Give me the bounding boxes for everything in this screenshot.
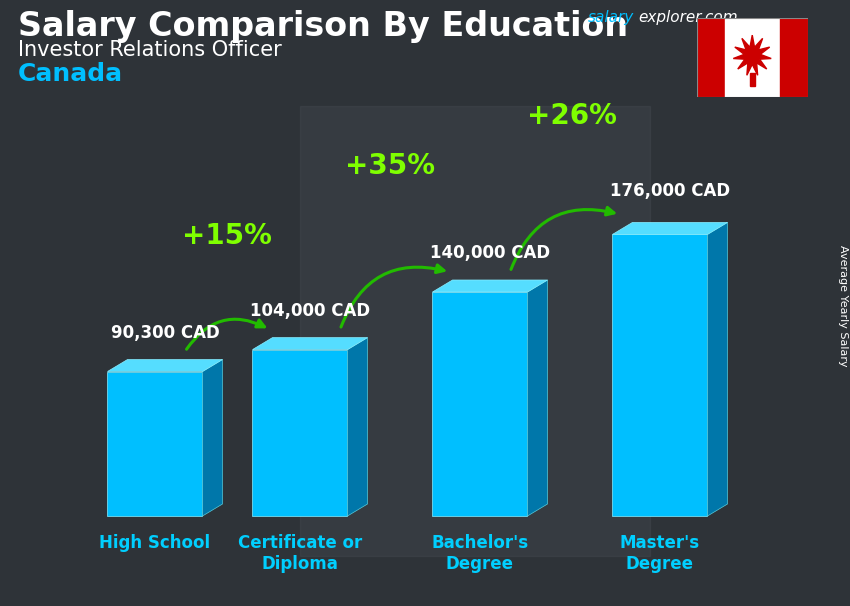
Polygon shape: [433, 292, 528, 516]
Text: 104,000 CAD: 104,000 CAD: [250, 302, 370, 319]
FancyArrowPatch shape: [511, 207, 614, 270]
Polygon shape: [252, 350, 348, 516]
FancyArrowPatch shape: [341, 265, 444, 327]
Text: High School: High School: [99, 534, 211, 552]
Text: Canada: Canada: [18, 62, 123, 86]
FancyArrowPatch shape: [186, 319, 264, 349]
Polygon shape: [707, 222, 728, 516]
Text: +15%: +15%: [182, 222, 272, 250]
Bar: [724, 18, 779, 97]
Bar: [300, 106, 650, 556]
Polygon shape: [252, 338, 367, 350]
Polygon shape: [107, 371, 202, 516]
Polygon shape: [613, 222, 728, 235]
Text: +35%: +35%: [345, 152, 435, 180]
Text: Certificate or
Diploma: Certificate or Diploma: [238, 534, 362, 573]
Text: Average Yearly Salary: Average Yearly Salary: [838, 245, 848, 367]
Text: explorer.com: explorer.com: [638, 10, 738, 25]
Text: 140,000 CAD: 140,000 CAD: [430, 244, 550, 262]
Polygon shape: [613, 235, 707, 516]
Text: 176,000 CAD: 176,000 CAD: [610, 182, 730, 201]
Text: +26%: +26%: [527, 102, 617, 130]
Bar: [779, 18, 808, 97]
Polygon shape: [433, 280, 547, 292]
Polygon shape: [348, 338, 367, 516]
Text: Investor Relations Officer: Investor Relations Officer: [18, 40, 281, 60]
Text: salary: salary: [588, 10, 634, 25]
Polygon shape: [202, 359, 223, 516]
Text: Master's
Degree: Master's Degree: [620, 534, 700, 573]
Text: Bachelor's
Degree: Bachelor's Degree: [432, 534, 529, 573]
Polygon shape: [734, 35, 771, 75]
Bar: [697, 18, 724, 97]
Text: Salary Comparison By Education: Salary Comparison By Education: [18, 10, 628, 43]
Polygon shape: [107, 359, 223, 371]
Bar: [750, 73, 755, 86]
Polygon shape: [528, 280, 547, 516]
Text: 90,300 CAD: 90,300 CAD: [110, 324, 219, 342]
